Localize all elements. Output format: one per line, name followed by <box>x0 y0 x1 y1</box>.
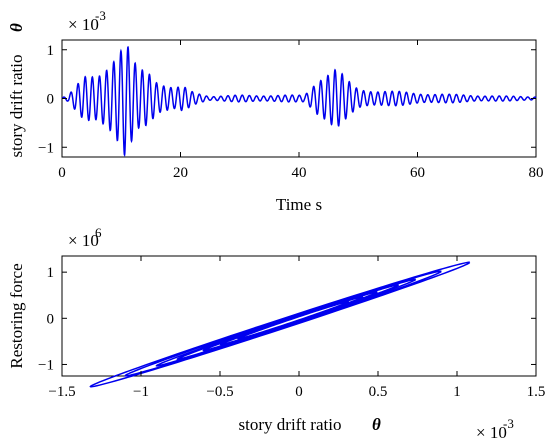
top-ytick-label: 1 <box>47 43 55 59</box>
bottom-xtick-label: 1 <box>453 384 461 400</box>
bottom-xtick-label: −0.5 <box>206 384 233 400</box>
top-series-line <box>61 46 537 157</box>
bottom-ytick-label: −1 <box>38 357 54 373</box>
top-ytick-label: −1 <box>38 140 54 156</box>
top-xlabel: Time s <box>276 195 322 214</box>
bottom-x-exponent-base: × 10 <box>476 423 507 442</box>
bottom-xtick-label: 0 <box>295 384 303 400</box>
bottom-ytick-label: 1 <box>47 265 55 281</box>
top-plot: 0 20 40 60 80−101 × 10 -3 Time s story drift… <box>7 8 544 214</box>
bottom-hysteresis-loops <box>89 261 471 388</box>
bottom-x-exponent-power: -3 <box>503 416 514 431</box>
bottom-ytick-label: 0 <box>47 311 55 327</box>
top-ytick-label: 0 <box>47 92 55 108</box>
top-xtick-label: 0 <box>58 165 66 181</box>
bottom-xlabel: story drift ratio <box>239 415 342 434</box>
top-xtick-label: 80 <box>529 165 544 181</box>
top-exponent-base: × 10 <box>68 15 99 34</box>
bottom-xtick-label: 1.5 <box>527 384 546 400</box>
bottom-xtick-label: −1 <box>133 384 149 400</box>
top-xtick-label: 40 <box>292 165 307 181</box>
top-exponent-power: -3 <box>95 8 106 23</box>
bottom-xtick-label: −1.5 <box>48 384 75 400</box>
bottom-y-exponent-base: × 10 <box>68 231 99 250</box>
top-ylabel-symbol: θ <box>7 23 26 32</box>
bottom-xlabel-symbol: θ <box>372 415 381 434</box>
top-xtick-label: 60 <box>410 165 425 181</box>
bottom-y-exponent-power: 6 <box>95 225 102 240</box>
bottom-plot: −1.5 −1 −0.5 0 0.5 1 1.5 −1 0 1 × 10 6 × 10 -3 st… <box>7 225 545 442</box>
bottom-ylabel: Restoring force <box>7 263 26 368</box>
top-ylabel: story drift ratio <box>7 55 26 158</box>
bottom-xtick-label: 0.5 <box>369 384 388 400</box>
top-xtick-label: 20 <box>173 165 188 181</box>
